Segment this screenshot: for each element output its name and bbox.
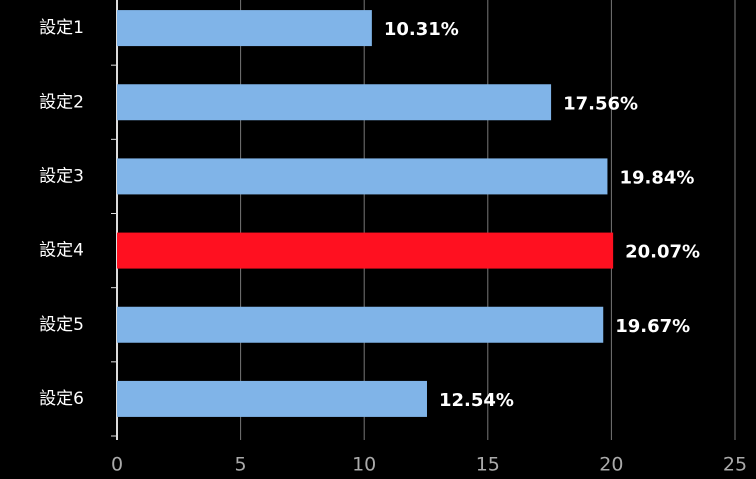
y-tick-label: 設定4 [39, 241, 84, 261]
value-label: 12.54% [439, 390, 514, 411]
bar [117, 380, 427, 417]
y-tick-label: 設定3 [39, 166, 84, 186]
bar [117, 232, 614, 269]
x-tick-label: 25 [723, 454, 747, 476]
value-label: 10.31% [384, 19, 459, 40]
bar [117, 84, 552, 121]
bar [117, 10, 372, 47]
value-label: 19.84% [619, 167, 694, 188]
y-tick-label: 設定5 [39, 315, 84, 335]
x-tick-label: 0 [111, 454, 123, 476]
value-label: 19.67% [615, 316, 690, 337]
x-tick-label: 10 [352, 454, 376, 476]
x-tick-label: 20 [599, 454, 623, 476]
bar [117, 306, 604, 343]
value-label: 17.56% [563, 93, 638, 114]
y-tick-label: 設定1 [39, 18, 84, 38]
value-label: 20.07% [625, 242, 700, 263]
y-tick-label: 設定2 [39, 92, 84, 112]
y-tick-label: 設定6 [39, 389, 84, 409]
x-tick-label: 5 [235, 454, 247, 476]
bar [117, 158, 608, 195]
x-tick-label: 15 [476, 454, 500, 476]
